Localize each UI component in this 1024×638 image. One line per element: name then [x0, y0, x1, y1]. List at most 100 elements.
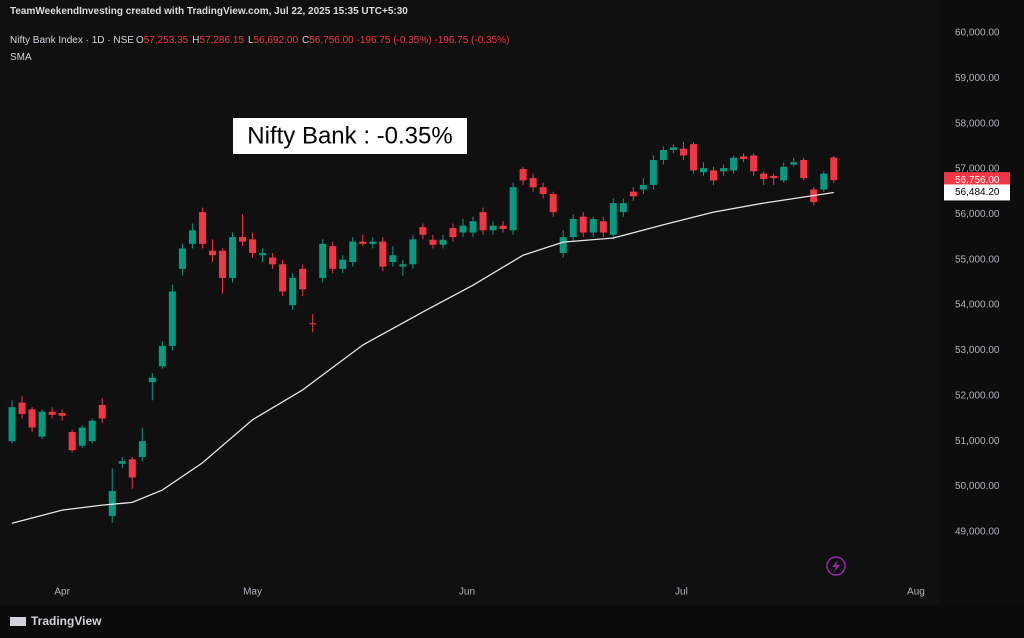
- ohlc-value: 57,286.15: [199, 35, 244, 46]
- axis-bg: [940, 0, 1024, 605]
- candle-body: [569, 218, 577, 238]
- y-tick-label: 54,000.00: [955, 300, 1000, 311]
- candle-body: [38, 411, 46, 437]
- candle-body: [269, 257, 277, 265]
- candle-body: [699, 168, 707, 173]
- candle-body: [299, 268, 307, 290]
- symbol: Nifty Bank Index · 1D · NSE: [10, 35, 134, 46]
- candle-body: [720, 168, 728, 172]
- brand-text: TradingView: [31, 614, 102, 628]
- legend: Nifty Bank Index · 1D · NSE O57,253.35 H57…: [10, 35, 509, 46]
- candle-body: [730, 157, 738, 171]
- candle-body: [198, 212, 206, 244]
- candle-body: [669, 147, 677, 151]
- candle-body: [158, 345, 166, 367]
- y-tick-label: 56,000.00: [955, 209, 1000, 220]
- candle-body: [760, 173, 768, 180]
- candle-body: [489, 225, 497, 231]
- ohlc-label: L: [247, 35, 254, 46]
- alert-icon[interactable]: [826, 556, 846, 576]
- candle-body: [449, 228, 457, 238]
- credit: TeamWeekendInvesting created with Tradin…: [10, 6, 408, 17]
- candle-body: [780, 166, 788, 181]
- y-tick-label: 52,000.00: [955, 390, 1000, 401]
- candle-body: [820, 173, 828, 190]
- ohlc-label: H: [192, 35, 200, 46]
- candle-body: [249, 239, 257, 253]
- sma-line: [11, 191, 834, 524]
- candle-body: [509, 187, 517, 231]
- sma-price-box: [944, 184, 1010, 201]
- candle-body: [289, 277, 297, 306]
- candle-body: [319, 243, 327, 278]
- ohlc-value: 57,253.35: [143, 35, 189, 46]
- candle-body: [830, 157, 838, 181]
- y-tick-label: 57,000.00: [955, 164, 1000, 175]
- candle-body: [770, 175, 778, 179]
- candle-body: [108, 491, 116, 516]
- candle-body: [419, 227, 427, 235]
- candle-body: [309, 323, 317, 325]
- candle-body: [459, 225, 467, 233]
- ohlc-value: 56,756.00: [309, 35, 354, 46]
- candle-body: [589, 218, 597, 233]
- change: -196.75 (-0.35%): [356, 35, 432, 46]
- change: -196.75 (-0.35%): [434, 35, 510, 46]
- candle-body: [8, 407, 16, 442]
- candle-body: [439, 239, 447, 245]
- candle-body: [389, 255, 397, 263]
- candle-body: [790, 162, 798, 165]
- candle-body: [369, 241, 377, 244]
- y-tick-label: 51,000.00: [955, 436, 1000, 447]
- candle-body: [399, 264, 407, 267]
- candle-body: [178, 248, 186, 269]
- candle-body: [349, 241, 357, 263]
- candle-body: [499, 225, 507, 229]
- x-tick-label: Aug: [907, 587, 925, 598]
- candle-body: [339, 259, 347, 269]
- candle-body: [409, 239, 417, 265]
- candle-body: [188, 230, 196, 244]
- y-tick-label: 59,000.00: [955, 73, 1000, 84]
- candle-body: [118, 461, 126, 464]
- ohlc-label: O: [135, 35, 144, 46]
- x-tick-label: May: [243, 587, 262, 598]
- candle-body: [740, 156, 748, 160]
- last-price-box: [944, 172, 1010, 189]
- candle-body: [800, 159, 808, 179]
- candle-body: [529, 178, 537, 188]
- candle-body: [128, 459, 136, 478]
- last-price-label: 56,756.00: [955, 175, 1000, 186]
- candle-body: [750, 155, 758, 172]
- candle-body: [18, 402, 26, 414]
- candle-body: [469, 221, 477, 233]
- candle-body: [519, 169, 527, 181]
- candle-body: [579, 216, 587, 233]
- candle-body: [48, 411, 56, 415]
- candle-body: [479, 212, 487, 231]
- x-tick-label: Apr: [54, 587, 70, 598]
- indicator: SMA: [10, 52, 32, 63]
- annotation: Nifty Bank : -0.35%: [247, 122, 452, 149]
- candle-body: [379, 241, 387, 267]
- candle-body: [148, 377, 156, 383]
- candle-body: [239, 237, 247, 242]
- candle-body: [168, 291, 176, 346]
- candle-body: [710, 170, 718, 181]
- candle-body: [599, 221, 607, 233]
- candle-body: [98, 404, 106, 419]
- logo: [10, 617, 26, 627]
- candle-body: [429, 239, 437, 245]
- y-tick-label: 50,000.00: [955, 481, 1000, 492]
- candle-body: [359, 241, 367, 244]
- x-tick-label: Jun: [459, 587, 475, 598]
- annotation-box: [233, 118, 467, 154]
- candle-body: [629, 191, 637, 197]
- y-tick-label: 60,000.00: [955, 28, 1000, 39]
- candle-body: [218, 250, 226, 278]
- candle-body: [649, 159, 657, 185]
- candle-body: [138, 441, 146, 458]
- candle-body: [639, 184, 647, 190]
